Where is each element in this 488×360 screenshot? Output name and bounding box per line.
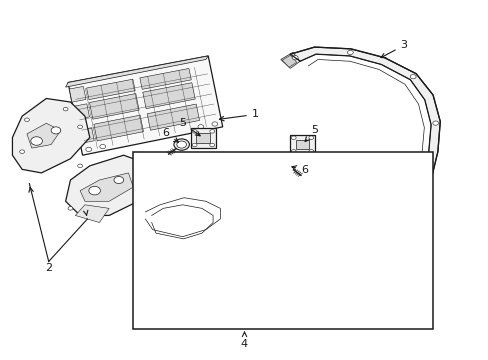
Circle shape [308,150,313,153]
Circle shape [192,143,197,147]
Circle shape [177,141,186,148]
Circle shape [192,130,197,133]
Polygon shape [142,246,169,259]
Circle shape [432,121,438,125]
Polygon shape [136,222,151,237]
Circle shape [184,200,192,206]
Circle shape [283,162,292,169]
Polygon shape [73,104,89,120]
Circle shape [24,118,29,122]
Text: 2: 2 [45,263,52,273]
Circle shape [85,147,91,152]
Circle shape [209,130,214,133]
Bar [133,152,432,329]
Polygon shape [282,55,296,67]
Circle shape [291,136,296,140]
Circle shape [409,75,415,79]
Circle shape [209,143,214,147]
Circle shape [89,186,100,195]
Polygon shape [290,47,439,205]
Circle shape [163,173,171,180]
Circle shape [31,137,42,145]
Circle shape [198,125,203,129]
Circle shape [308,136,313,140]
Circle shape [68,207,73,210]
Polygon shape [68,56,223,155]
Text: 6: 6 [291,165,307,175]
Circle shape [423,179,428,183]
Polygon shape [78,128,94,144]
Polygon shape [190,129,216,148]
Polygon shape [196,133,210,143]
Circle shape [280,160,295,171]
Polygon shape [65,155,147,215]
Circle shape [209,206,217,211]
Circle shape [78,125,82,129]
Circle shape [161,206,168,211]
Circle shape [51,127,61,134]
Text: 6: 6 [162,128,178,142]
Polygon shape [75,205,109,222]
Polygon shape [136,164,179,194]
Polygon shape [289,135,314,154]
Polygon shape [86,79,135,100]
Circle shape [63,107,68,111]
Polygon shape [280,53,300,68]
Polygon shape [12,99,90,173]
Circle shape [148,213,156,218]
Polygon shape [65,56,208,87]
Polygon shape [69,86,86,102]
Text: 3: 3 [380,40,407,58]
Polygon shape [94,115,143,141]
Polygon shape [80,173,133,201]
Circle shape [292,55,298,60]
Polygon shape [295,140,309,149]
Polygon shape [140,68,191,89]
Polygon shape [89,94,139,119]
Circle shape [100,144,105,149]
Circle shape [291,150,296,153]
Polygon shape [147,104,199,130]
Circle shape [136,168,140,171]
Text: 1: 1 [219,109,258,121]
Polygon shape [27,123,61,148]
Circle shape [20,150,24,153]
Circle shape [114,176,123,184]
Polygon shape [140,191,227,233]
Text: 5: 5 [179,118,200,136]
Circle shape [211,122,217,126]
Circle shape [347,50,352,54]
Circle shape [140,196,145,199]
Circle shape [174,139,189,150]
Polygon shape [142,83,195,109]
Text: 4: 4 [241,332,247,349]
Circle shape [78,164,82,168]
Text: 5: 5 [305,125,318,141]
Circle shape [146,176,158,184]
